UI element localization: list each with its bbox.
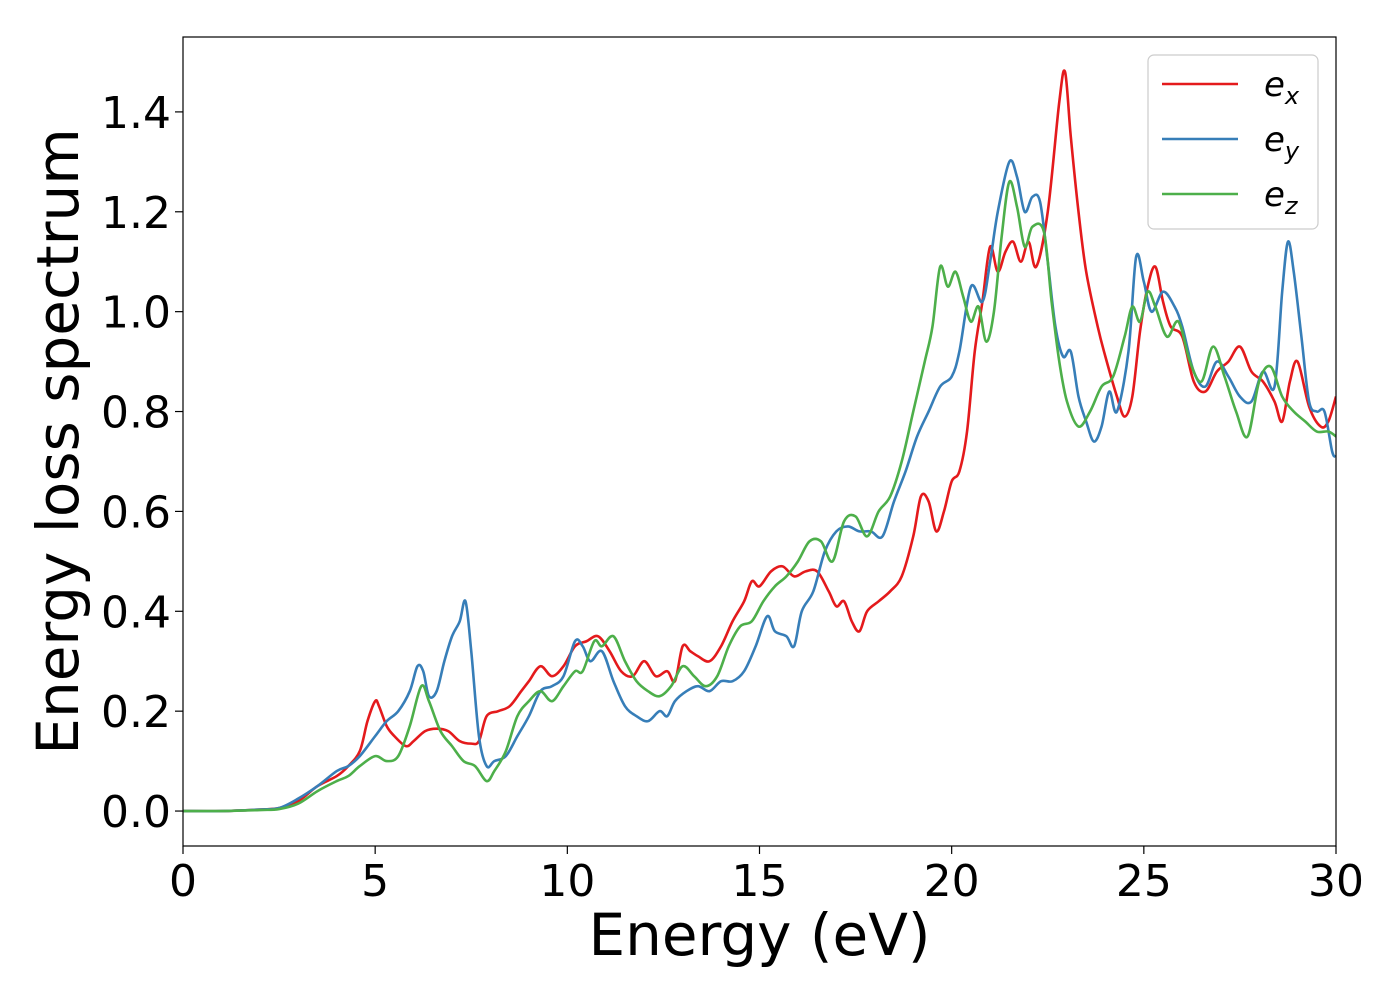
series-line-y (183, 159, 1336, 813)
y-tick-label: 0.6 (101, 487, 171, 538)
x-tick-label: 15 (732, 856, 788, 907)
y-axis-label: Energy loss spectrum (24, 128, 92, 754)
x-axis: 0 5 10 15 20 25 30 (169, 846, 1364, 907)
y-tick-label: 1.4 (101, 88, 171, 139)
x-tick-label: 20 (924, 856, 980, 907)
series-layer (183, 69, 1336, 813)
x-tick-label: 10 (539, 856, 595, 907)
y-tick-label: 0.8 (101, 388, 171, 439)
series-line-x (183, 69, 1336, 813)
y-tick-label: 1.0 (101, 288, 171, 339)
y-tick-label: 0.0 (101, 787, 171, 838)
x-axis-label: Energy (eV) (588, 901, 930, 969)
y-tick-label: 1.2 (101, 188, 171, 239)
plot-background (183, 37, 1336, 846)
x-tick-label: 25 (1116, 856, 1172, 907)
x-tick-label: 30 (1308, 856, 1364, 907)
y-axis: 0.0 0.2 0.4 0.6 0.8 1.0 1.2 1.4 (101, 88, 183, 838)
series-line-z (183, 179, 1336, 813)
legend-box (1147, 54, 1319, 230)
x-tick-label: 5 (361, 856, 389, 907)
y-tick-label: 0.2 (101, 687, 171, 738)
x-tick-label: 0 (169, 856, 197, 907)
legend-label-y: ey (1264, 120, 1300, 165)
y-tick-label: 0.4 (101, 587, 171, 638)
